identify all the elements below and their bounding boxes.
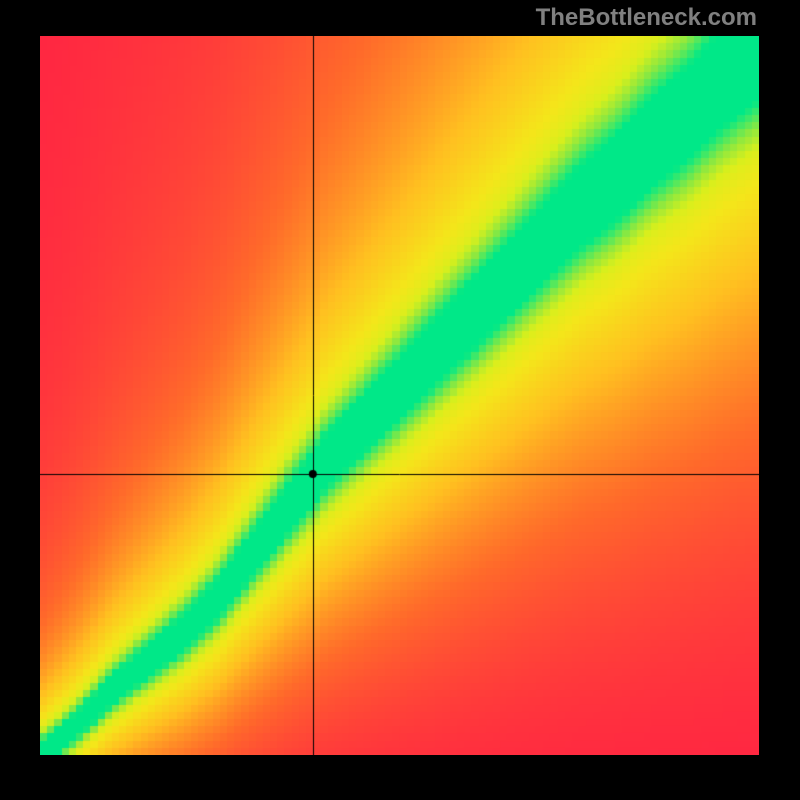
heatmap-canvas (40, 36, 759, 755)
watermark-text: TheBottleneck.com (536, 4, 757, 32)
plot-area (40, 36, 759, 755)
